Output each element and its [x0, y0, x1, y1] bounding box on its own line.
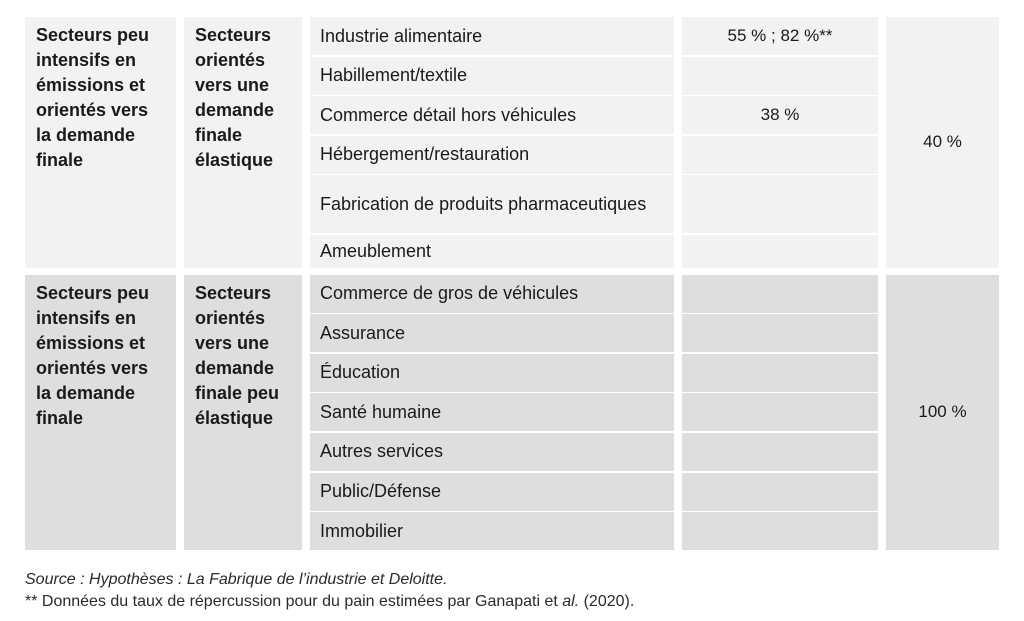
sector-cell: Ameublement — [310, 234, 674, 268]
source-note: Source : Hypothèses : La Fabrique de l’i… — [25, 569, 634, 591]
sector-cell: Santé humaine — [310, 393, 674, 432]
rate-cell: 55 % ; 82 %** — [682, 17, 878, 55]
final-rate-cell: 100 % — [886, 274, 999, 551]
sector-cell: Éducation — [310, 353, 674, 392]
sector-cell: Public/Défense — [310, 472, 674, 511]
sector-cell: Habillement/textile — [310, 56, 674, 95]
sector-cell: Immobilier — [310, 512, 674, 551]
sector-cell: Hébergement/restauration — [310, 135, 674, 174]
rate-cell — [682, 432, 878, 471]
rate-cell: 38 % — [682, 96, 878, 135]
rate-cell — [682, 353, 878, 392]
rate-cell — [682, 274, 878, 313]
footnote: ** Données du taux de répercussion pour … — [25, 591, 634, 613]
table-notes: Source : Hypothèses : La Fabrique de l’i… — [25, 569, 634, 613]
rate-cell — [682, 472, 878, 511]
rate-cell — [682, 56, 878, 95]
subcategory-cell: Secteurs orientés vers une demande final… — [184, 274, 302, 551]
rate-cell — [682, 512, 878, 551]
source-text: Source : Hypothèses : La Fabrique de l’i… — [25, 571, 448, 588]
passthrough-table: Secteurs peu intensifs en émissions et o… — [25, 17, 999, 551]
sector-cell: Assurance — [310, 314, 674, 353]
footnote-year: (2020). — [579, 593, 635, 610]
footnote-text: ** Données du taux de répercussion pour … — [25, 593, 563, 610]
footnote-al: al. — [562, 593, 580, 610]
rate-cell — [682, 393, 878, 432]
sector-cell: Industrie alimentaire — [310, 17, 674, 55]
sector-cell: Commerce de gros de véhicules — [310, 274, 674, 313]
sector-cell: Fabrication de produits pharmaceutiques — [310, 175, 674, 234]
category-cell: Secteurs peu intensifs en émissions et o… — [25, 17, 176, 268]
sector-cell: Commerce détail hors véhicules — [310, 96, 674, 135]
rate-cell — [682, 234, 878, 268]
rate-cell — [682, 135, 878, 174]
category-cell: Secteurs peu intensifs en émissions et o… — [25, 274, 176, 551]
rate-cell — [682, 175, 878, 234]
sector-cell: Autres services — [310, 432, 674, 471]
subcategory-cell: Secteurs orientés vers une demande final… — [184, 17, 302, 268]
rate-cell — [682, 314, 878, 353]
final-rate-cell: 40 % — [886, 17, 999, 268]
